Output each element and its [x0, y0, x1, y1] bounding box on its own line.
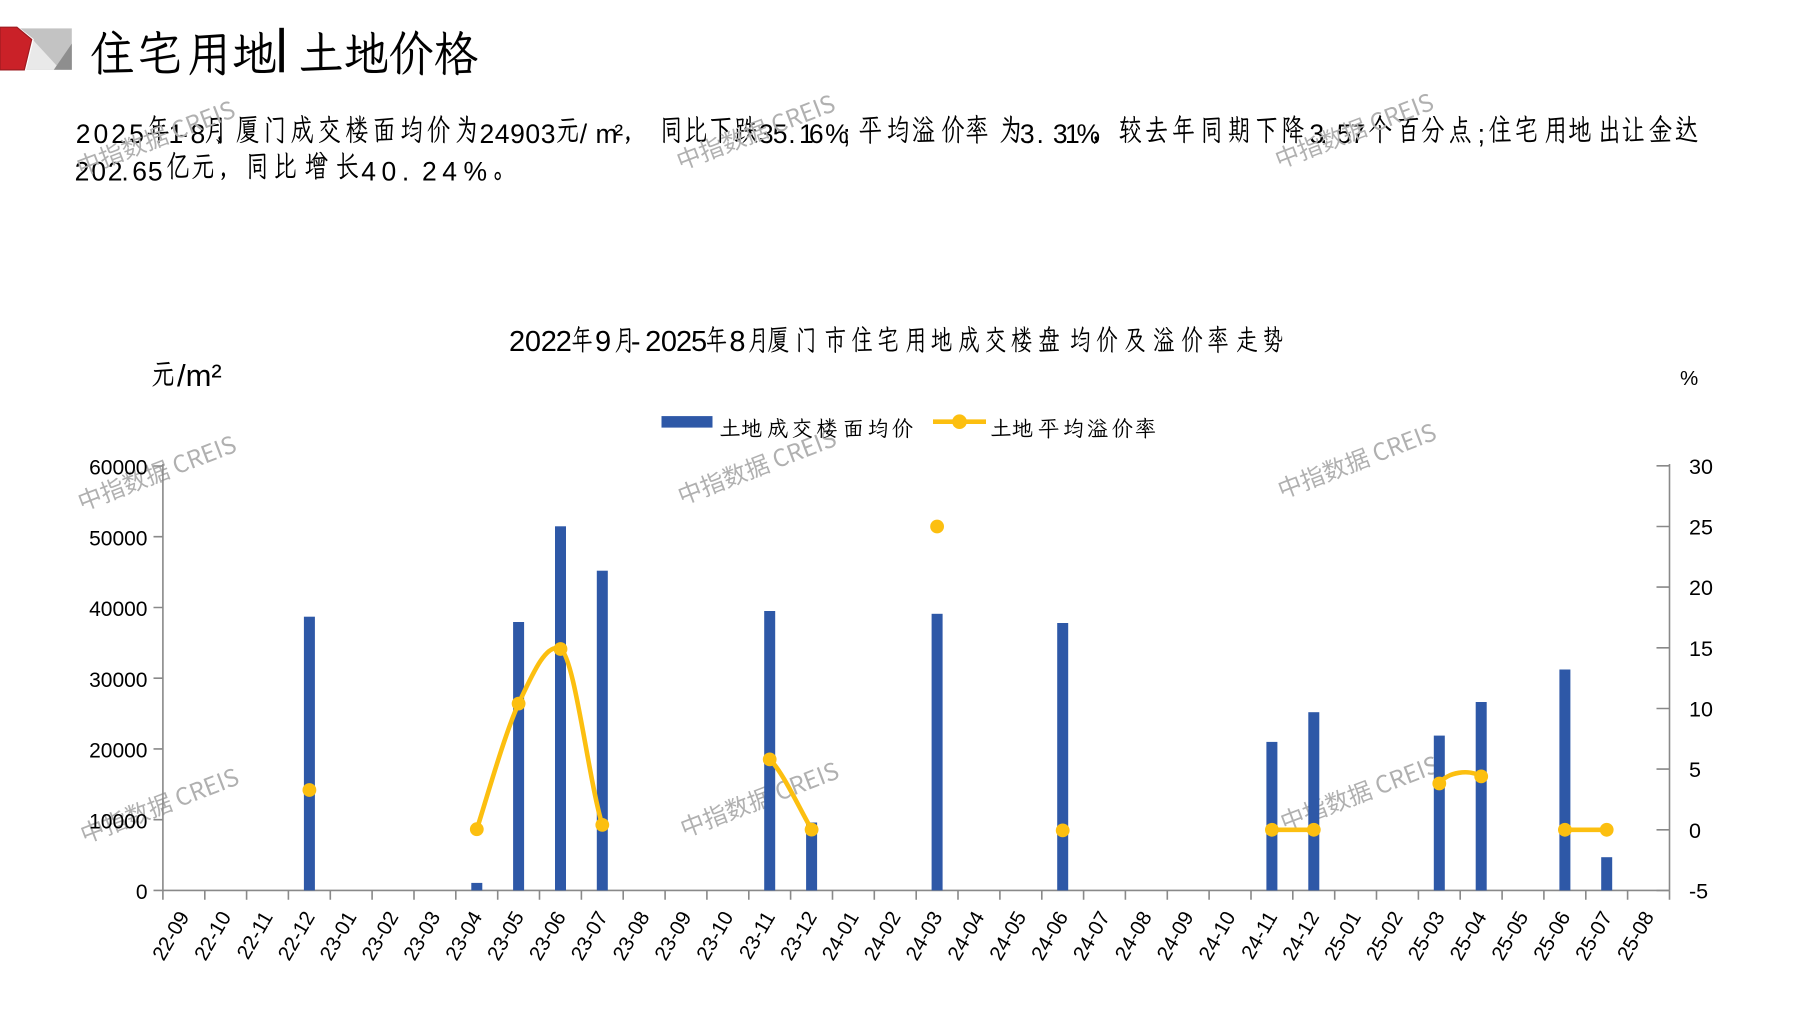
svg-text:24-05: 24-05 — [985, 908, 1031, 965]
svg-text:24-04: 24-04 — [943, 908, 989, 965]
svg-text:24-03: 24-03 — [901, 908, 947, 965]
svg-text:24-06: 24-06 — [1027, 908, 1073, 965]
svg-text:24-08: 24-08 — [1111, 908, 1157, 965]
svg-text:-5: -5 — [1689, 880, 1708, 904]
svg-text:23-03: 23-03 — [399, 908, 445, 965]
svg-text:30: 30 — [1689, 455, 1713, 479]
svg-text:24-11: 24-11 — [1237, 908, 1282, 964]
svg-text:25-03: 25-03 — [1403, 908, 1449, 965]
svg-text:5: 5 — [1689, 758, 1701, 782]
svg-text:22-12: 22-12 — [274, 908, 320, 965]
svg-text:23-11: 23-11 — [735, 908, 780, 964]
svg-text:0: 0 — [136, 881, 148, 904]
svg-text:20000: 20000 — [89, 740, 147, 763]
svg-text:25-01: 25-01 — [1320, 908, 1366, 965]
svg-text:24-07: 24-07 — [1069, 908, 1115, 965]
svg-text:25-05: 25-05 — [1487, 908, 1533, 965]
svg-text:50000: 50000 — [89, 527, 147, 550]
svg-text:23-04: 23-04 — [441, 908, 487, 965]
svg-text:23-09: 23-09 — [650, 908, 696, 965]
svg-text:60000: 60000 — [89, 457, 147, 480]
svg-text:30000: 30000 — [89, 669, 147, 692]
svg-text:10: 10 — [1689, 698, 1713, 722]
svg-text:23-07: 23-07 — [566, 908, 612, 965]
svg-text:20: 20 — [1689, 576, 1713, 600]
svg-text:%: % — [1680, 367, 1698, 390]
svg-text:22-10: 22-10 — [190, 908, 236, 965]
svg-text:23-12: 23-12 — [776, 908, 822, 965]
svg-text:25-08: 25-08 — [1613, 908, 1659, 965]
svg-text:24-10: 24-10 — [1194, 908, 1240, 965]
svg-text:23-05: 23-05 — [483, 908, 529, 965]
svg-text:24-02: 24-02 — [859, 908, 905, 965]
svg-text:24-12: 24-12 — [1278, 908, 1324, 965]
svg-text:25-07: 25-07 — [1571, 908, 1617, 965]
svg-text:10000: 10000 — [89, 810, 147, 833]
svg-text:202.6540.24%: 202.6540.24% — [75, 156, 487, 186]
svg-text:24-01: 24-01 — [818, 908, 864, 965]
svg-text:23-02: 23-02 — [357, 908, 403, 965]
svg-text:23-06: 23-06 — [525, 908, 571, 965]
svg-text:20251-824903/m²35.16%;3.31%3.5: 20251-824903/m²35.16%;3.31%3.57; — [76, 119, 1485, 149]
svg-text:23-08: 23-08 — [608, 908, 654, 965]
svg-text:23-10: 23-10 — [692, 908, 738, 965]
svg-text:15: 15 — [1689, 637, 1713, 661]
svg-text:22-09: 22-09 — [148, 908, 194, 965]
svg-text:23-01: 23-01 — [315, 908, 361, 965]
svg-text:24-09: 24-09 — [1152, 908, 1198, 965]
svg-text:25-04: 25-04 — [1445, 908, 1491, 965]
svg-text:22-11: 22-11 — [232, 908, 277, 964]
svg-text:25: 25 — [1689, 516, 1713, 540]
svg-text:/m²: /m² — [177, 358, 222, 393]
svg-text:25-02: 25-02 — [1362, 908, 1408, 965]
svg-text:0: 0 — [1689, 819, 1701, 843]
svg-text:25-06: 25-06 — [1529, 908, 1575, 965]
svg-text:40000: 40000 — [89, 598, 147, 621]
